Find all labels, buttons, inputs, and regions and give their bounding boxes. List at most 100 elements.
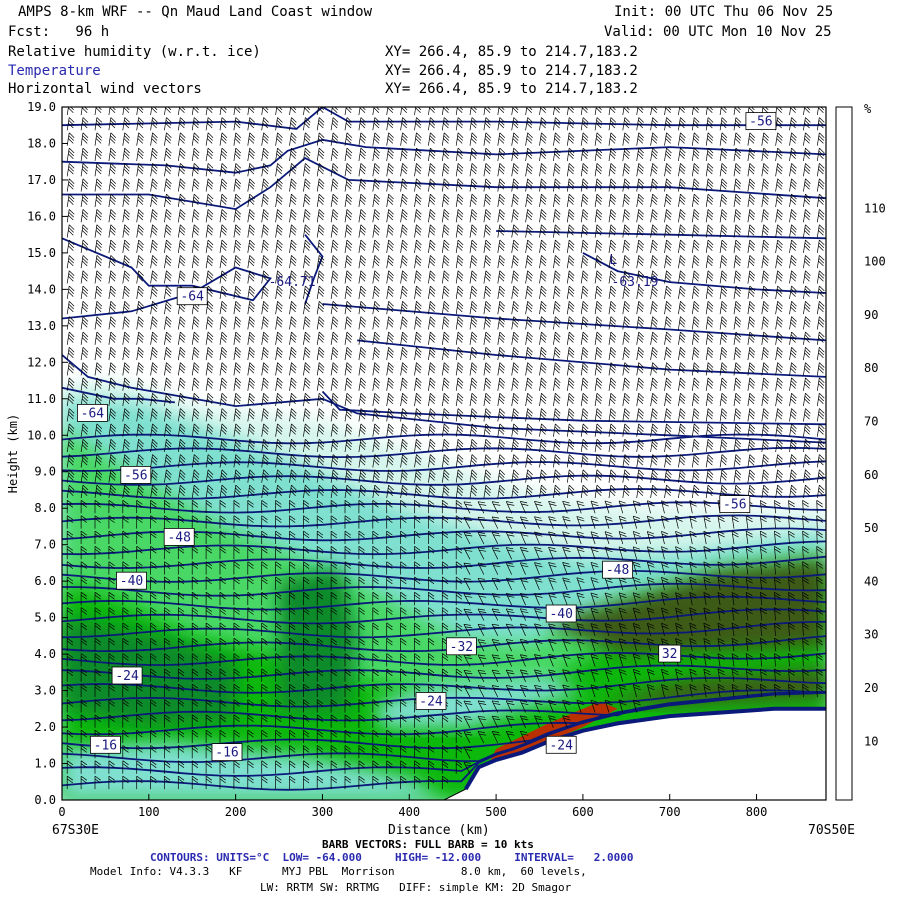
wind-barb-875 (261, 500, 268, 514)
wind-barb-1341 (622, 377, 631, 391)
wind-barb-299 (661, 668, 669, 682)
wind-barb-735 (604, 546, 613, 560)
wind-barb-1497 (497, 331, 506, 345)
wind-barb-282 (428, 668, 435, 682)
wind-barb-323 (233, 653, 240, 667)
wind-barb-1215 (400, 408, 408, 422)
wind-barb-1045 (330, 454, 339, 468)
wind-barb-31 (108, 760, 115, 774)
wind-barb-1771 (483, 255, 492, 269)
wind-barb-106 (316, 729, 324, 744)
wind-barb-87 (463, 746, 473, 759)
wind-barb-1784 (664, 255, 672, 269)
wind-barb-944 (455, 484, 464, 499)
colorbar-tick-9: 100 (864, 255, 886, 269)
wind-barb-721 (414, 546, 421, 560)
wind-barb-2012 (775, 193, 783, 207)
wind-barb-985 (261, 469, 269, 483)
wind-barb-1563 (650, 316, 658, 330)
wind-barb-1079 (803, 454, 811, 468)
wind-barb-2028 (233, 178, 242, 192)
wind-barb-822 (289, 515, 296, 529)
wind-barb-337 (428, 653, 435, 667)
wind-barb-987 (289, 469, 297, 483)
wind-barb-20 (344, 775, 351, 790)
wind-barb-392 (428, 637, 435, 652)
wind-barb-404 (590, 638, 599, 652)
wind-barb-2131 (136, 147, 144, 162)
wind-barb-2263 (441, 117, 450, 131)
wind-barb-71 (247, 745, 254, 759)
wind-barb-713 (303, 546, 310, 560)
wind-barb-1043 (303, 454, 311, 468)
wind-barb-257 (80, 668, 88, 682)
wind-barb-37 (191, 760, 199, 774)
wind-barb-10 (205, 775, 213, 790)
wind-barb-1642 (219, 285, 228, 299)
wind-barb-211 (205, 683, 213, 698)
wind-barb-206 (136, 683, 143, 698)
wind-barb-1524 (108, 316, 117, 330)
wind-barb-936 (344, 484, 353, 499)
wind-barb-2217 (566, 132, 575, 146)
wind-barb-1753 (233, 255, 242, 269)
wind-barb-1576 (66, 301, 75, 315)
wind-barb-1327 (428, 377, 436, 391)
wind-barb-1394 (594, 362, 603, 376)
wind-barb-1687 (80, 270, 89, 284)
wind-barb-688 (717, 561, 725, 575)
wind-barb-147 (414, 714, 421, 728)
wind-barb-1232 (636, 408, 644, 422)
contour-label-6: -56 (120, 465, 152, 484)
wind-barb-998 (441, 469, 450, 483)
wind-barb-358 (717, 653, 725, 667)
wind-barb-710 (261, 546, 268, 560)
wind-barb-1782 (636, 255, 644, 269)
wind-barb-2014 (803, 193, 811, 207)
wind-barb-1378 (372, 362, 381, 376)
wind-barb-1432 (358, 347, 367, 361)
wind-barb-1282 (566, 392, 575, 407)
wind-barb-1781 (622, 255, 631, 269)
wind-barb-795 (675, 530, 683, 545)
wind-barb-188 (463, 700, 473, 713)
wind-barb-1034 (177, 454, 186, 468)
wind-barb-1701 (275, 270, 283, 284)
y-tick-label-19: 19.0 (27, 100, 56, 114)
wind-barb-952 (566, 484, 575, 499)
wind-barb-996 (414, 469, 422, 483)
wind-barb-1204 (247, 408, 255, 422)
wind-barb-2031 (275, 178, 283, 192)
wind-barb-1933 (441, 209, 450, 223)
wind-barb-45 (303, 760, 310, 774)
wind-barb-1274 (455, 392, 464, 407)
wind-barb-1095 (261, 438, 269, 453)
temp-contour-low-23 (62, 460, 826, 472)
wind-barb-2108 (580, 163, 589, 177)
svg-text:-16: -16 (215, 746, 238, 761)
wind-barb-1906 (66, 209, 75, 223)
wind-barb-1943 (580, 209, 589, 223)
wind-barb-2066 (761, 178, 769, 192)
wind-barb-9 (191, 775, 199, 790)
wind-barb-294 (590, 669, 599, 682)
wind-barb-1332 (497, 377, 506, 391)
wind-barb-1517 (775, 331, 783, 345)
wind-barb-194 (548, 700, 557, 713)
wind-barb-838 (505, 516, 515, 529)
wind-barb-1108 (441, 438, 450, 453)
wind-barb-665 (400, 561, 407, 575)
wind-barb-1900 (747, 224, 756, 238)
wind-barb-1128 (719, 438, 728, 453)
wind-barb-825 (330, 515, 338, 529)
wind-barb-374 (177, 637, 185, 652)
wind-barb-1113 (511, 438, 519, 453)
wind-barb-1683 (789, 285, 797, 299)
wind-barb-1030 (122, 454, 130, 468)
wind-barb-2067 (775, 178, 783, 192)
wind-barb-1723 (580, 270, 589, 284)
wind-barb-947 (497, 484, 506, 499)
wind-barb-1650 (330, 285, 339, 299)
wind-barb-44 (289, 760, 296, 774)
wind-barb-719 (386, 546, 393, 560)
